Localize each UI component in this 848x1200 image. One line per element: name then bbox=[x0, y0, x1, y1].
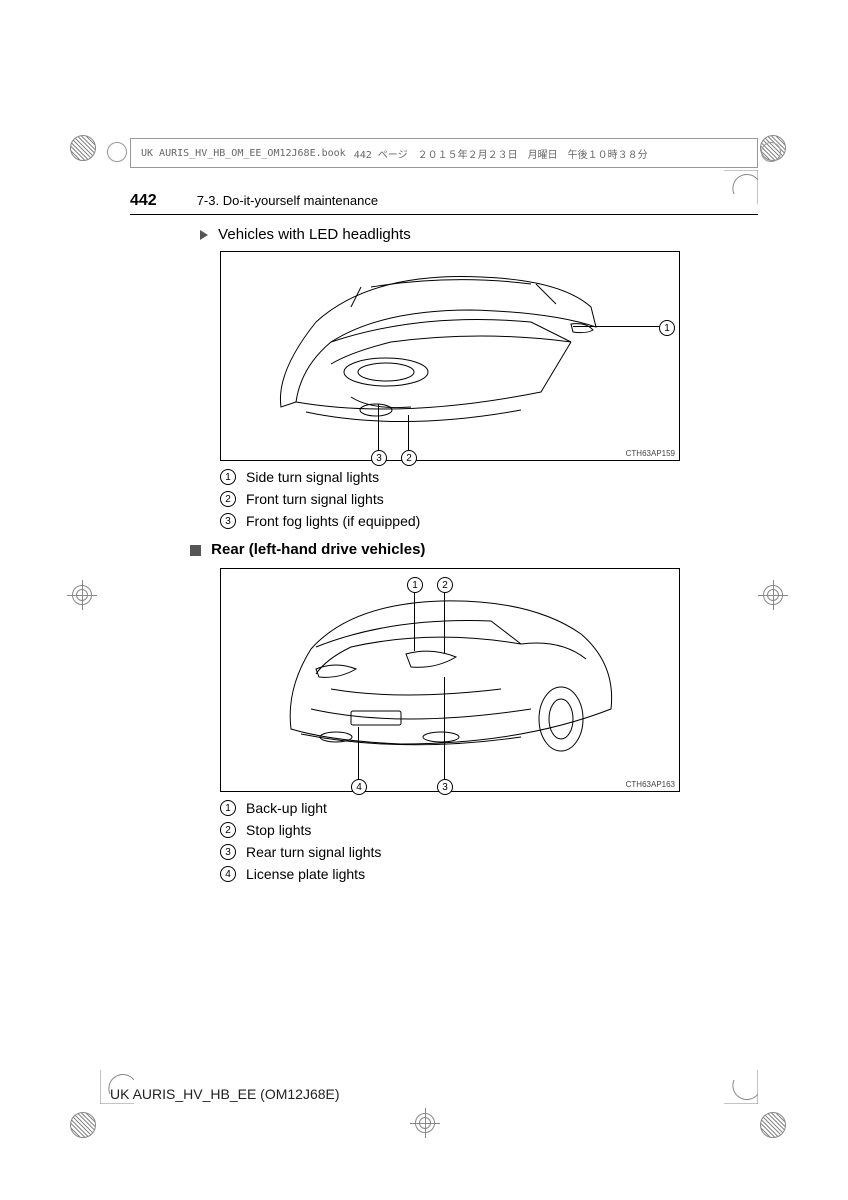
rear-section-heading: Rear (left-hand drive vehicles) bbox=[190, 541, 748, 558]
callout-1: 1 bbox=[659, 320, 675, 336]
car-front-illustration bbox=[221, 252, 681, 462]
leader-line bbox=[573, 326, 659, 327]
legend-number: 3 bbox=[220, 844, 236, 860]
corner-mark bbox=[724, 1070, 758, 1104]
callout-2: 2 bbox=[401, 450, 417, 466]
legend-item: 1 Back-up light bbox=[220, 800, 748, 816]
crop-ornament bbox=[760, 1112, 786, 1138]
footer-text: UK AURIS_HV_HB_EE (OM12J68E) bbox=[110, 1086, 340, 1102]
callout-3: 3 bbox=[437, 779, 453, 795]
figure-id: CTH63AP159 bbox=[626, 449, 675, 458]
legend-number: 1 bbox=[220, 800, 236, 816]
legend-label: Front turn signal lights bbox=[246, 491, 384, 507]
triangle-bullet-icon bbox=[200, 230, 208, 240]
page-header: 442 7-3. Do-it-yourself maintenance bbox=[130, 192, 758, 215]
legend-item: 3 Front fog lights (if equipped) bbox=[220, 513, 748, 529]
legend-label: Front fog lights (if equipped) bbox=[246, 513, 420, 529]
legend-number: 4 bbox=[220, 866, 236, 882]
page-number: 442 bbox=[130, 192, 157, 210]
front-heading-text: Vehicles with LED headlights bbox=[218, 226, 411, 243]
leader-line bbox=[444, 677, 445, 780]
legend-item: 3 Rear turn signal lights bbox=[220, 844, 748, 860]
section-title: 7-3. Do-it-yourself maintenance bbox=[197, 193, 378, 208]
legend-number: 2 bbox=[220, 822, 236, 838]
rear-heading-text: Rear (left-hand drive vehicles) bbox=[211, 541, 425, 558]
legend-label: Side turn signal lights bbox=[246, 469, 379, 485]
legend-number: 3 bbox=[220, 513, 236, 529]
legend-item: 1 Side turn signal lights bbox=[220, 469, 748, 485]
legend-label: Rear turn signal lights bbox=[246, 844, 381, 860]
legend-item: 2 Stop lights bbox=[220, 822, 748, 838]
callout-2: 2 bbox=[437, 577, 453, 593]
registration-mark bbox=[410, 1108, 440, 1138]
crop-ornament bbox=[70, 135, 96, 161]
front-subheading: Vehicles with LED headlights bbox=[200, 226, 748, 243]
leader-line bbox=[444, 593, 445, 653]
page-content: Vehicles with LED headlights C bbox=[200, 226, 748, 894]
leader-line bbox=[358, 727, 359, 780]
legend-label: Stop lights bbox=[246, 822, 311, 838]
legend-item: 4 License plate lights bbox=[220, 866, 748, 882]
leader-line bbox=[378, 404, 379, 451]
square-bullet-icon bbox=[190, 545, 201, 556]
front-legend: 1 Side turn signal lights 2 Front turn sign… bbox=[220, 469, 748, 529]
header-ornament bbox=[107, 142, 127, 162]
callout-1: 1 bbox=[407, 577, 423, 593]
crop-ornament bbox=[70, 1112, 96, 1138]
legend-number: 2 bbox=[220, 491, 236, 507]
callout-4: 4 bbox=[351, 779, 367, 795]
rear-legend: 1 Back-up light 2 Stop lights 3 Rear turn sig… bbox=[220, 800, 748, 882]
legend-number: 1 bbox=[220, 469, 236, 485]
registration-mark bbox=[67, 580, 97, 610]
book-page-jp: 442 ページ ２０１５年２月２３日 月曜日 午後１０時３８分 bbox=[354, 146, 648, 161]
book-filename: UK AURIS_HV_HB_OM_EE_OM12J68E.book bbox=[141, 148, 346, 159]
leader-line bbox=[414, 593, 415, 651]
legend-label: License plate lights bbox=[246, 866, 365, 882]
header-ornament bbox=[761, 142, 781, 162]
callout-3: 3 bbox=[371, 450, 387, 466]
front-diagram: CTH63AP159 123 bbox=[220, 251, 680, 461]
figure-id: CTH63AP163 bbox=[626, 780, 675, 789]
rear-diagram: CTH63AP163 12 3 4 bbox=[220, 568, 680, 792]
print-header-bar: UK AURIS_HV_HB_OM_EE_OM12J68E.book 442 ペ… bbox=[130, 138, 758, 168]
leader-line bbox=[408, 415, 409, 451]
legend-item: 2 Front turn signal lights bbox=[220, 491, 748, 507]
registration-mark bbox=[758, 580, 788, 610]
legend-label: Back-up light bbox=[246, 800, 327, 816]
car-rear-illustration bbox=[221, 569, 681, 793]
